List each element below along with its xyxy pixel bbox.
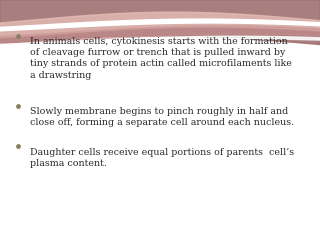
Text: Daughter cells receive equal portions of parents  cell’s
plasma content.: Daughter cells receive equal portions of… — [30, 148, 294, 168]
Text: Slowly membrane begins to pinch roughly in half and
close off, forming a separat: Slowly membrane begins to pinch roughly … — [30, 107, 294, 127]
Text: In animals cells, cytokinesis starts with the formation
of cleavage furrow or tr: In animals cells, cytokinesis starts wit… — [30, 37, 292, 79]
